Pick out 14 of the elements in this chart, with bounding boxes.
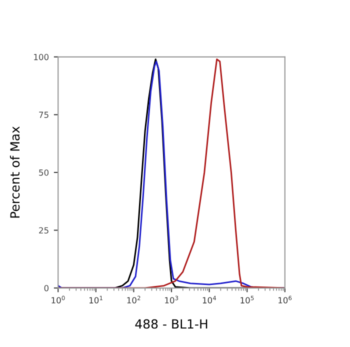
- x-tick-label: 10$^{2}$: [127, 296, 140, 304]
- x-tick-label: 10$^{1}$: [89, 296, 102, 304]
- y-tick-label: 100: [34, 54, 49, 60]
- x-axis-title: 488 - BL1-H: [135, 319, 208, 329]
- y-tick-label: 50: [39, 169, 49, 176]
- x-tick-label: 10$^{3}$: [165, 296, 178, 304]
- x-tick-label: 10$^{6}$: [278, 296, 292, 304]
- y-tick-label: 25: [39, 227, 48, 234]
- x-tick-label: 10$^{0}$: [52, 296, 65, 304]
- y-axis-title: Percent of Max: [10, 126, 20, 218]
- x-tick-label: 10$^{4}$: [202, 296, 216, 304]
- y-tick-label: 75: [39, 112, 48, 118]
- y-tick-label: 0: [44, 284, 49, 292]
- x-tick-label: 10$^{5}$: [240, 296, 254, 304]
